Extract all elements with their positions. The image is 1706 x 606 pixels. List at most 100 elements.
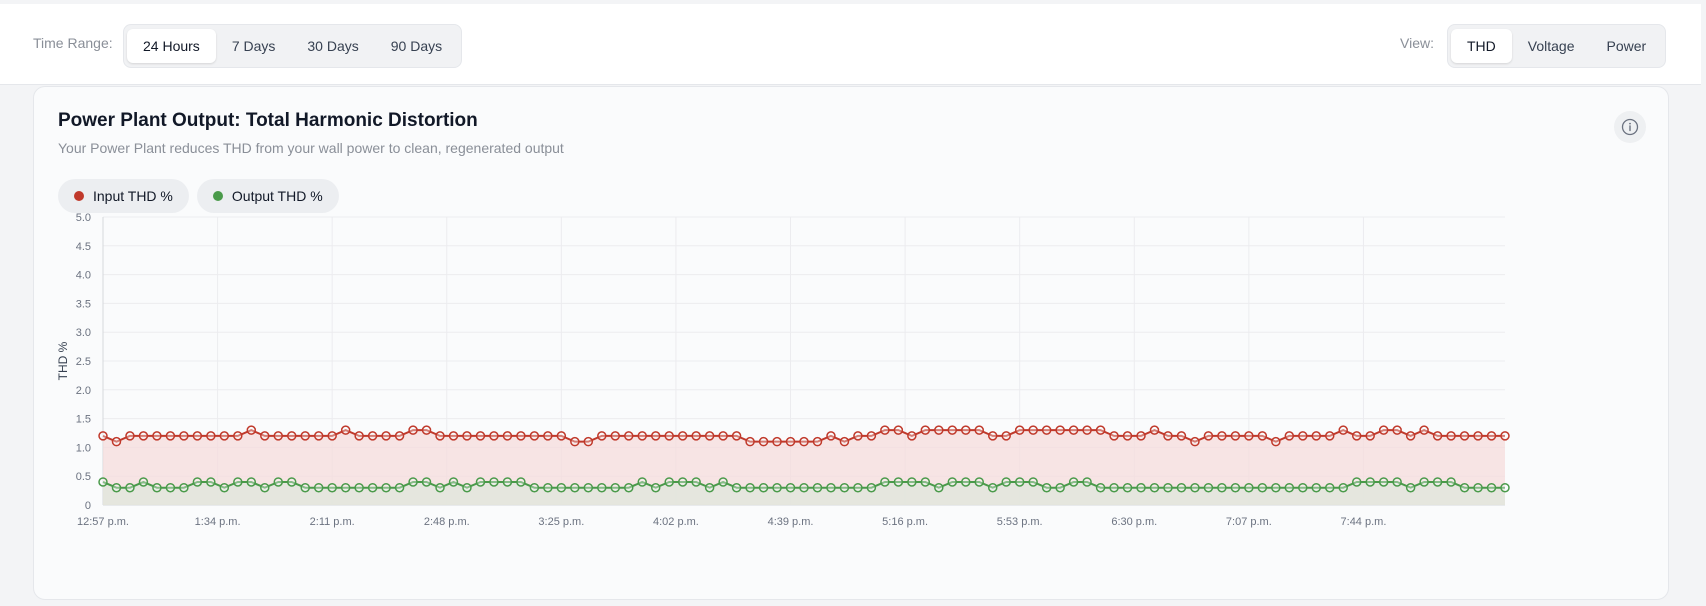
input-thd-line bbox=[102, 429, 1505, 443]
input-thd-point bbox=[354, 431, 364, 441]
y-tick-label: 4.0 bbox=[76, 270, 91, 282]
output-thd-point bbox=[1486, 482, 1497, 493]
output-thd-point bbox=[273, 477, 283, 487]
output-thd-point bbox=[1432, 477, 1443, 487]
input-thd-point bbox=[1473, 431, 1483, 441]
input-thd-point bbox=[448, 431, 459, 441]
thd-line-chart: 0 0.5 1.0 1.5 2.0 2.5 3.0 3.5 4.0 4.5 5.0 12:57 p.m… bbox=[56, 212, 1510, 528]
output-thd-point bbox=[233, 477, 243, 487]
input-thd-point bbox=[934, 425, 944, 435]
y-tick-label: 3.0 bbox=[76, 327, 91, 339]
output-thd-point bbox=[354, 482, 364, 493]
output-thd-point bbox=[1122, 482, 1133, 493]
output-thd-point bbox=[165, 482, 176, 493]
input-thd-point bbox=[1109, 431, 1119, 441]
output-thd-point bbox=[1378, 477, 1389, 487]
output-thd-point bbox=[987, 482, 998, 493]
input-thd-point bbox=[435, 431, 445, 441]
output-thd-point bbox=[907, 477, 917, 487]
x-tick-label: 7:44 p.m. bbox=[1341, 516, 1387, 528]
output-thd-point bbox=[1217, 482, 1227, 493]
legend-item-input-thd[interactable]: Input THD % bbox=[58, 179, 189, 213]
y-axis-label: THD % bbox=[56, 341, 70, 380]
input-thd-point bbox=[219, 431, 230, 441]
output-thd-point bbox=[1459, 482, 1470, 493]
x-tick-label: 7:07 p.m. bbox=[1226, 516, 1272, 528]
time-range-selector: 24 Hours 7 Days 30 Days 90 Days bbox=[123, 24, 463, 68]
x-tick-label: 1:34 p.m. bbox=[195, 516, 241, 528]
output-thd-point bbox=[219, 482, 230, 493]
x-tick-label: 4:39 p.m. bbox=[768, 516, 814, 528]
input-thd-point bbox=[246, 425, 257, 435]
output-thd-point bbox=[340, 482, 351, 493]
input-thd-point bbox=[1486, 431, 1497, 441]
time-range-30-days[interactable]: 30 Days bbox=[307, 38, 359, 54]
y-tick-label: 3.5 bbox=[76, 298, 91, 310]
legend-label-input: Input THD % bbox=[93, 188, 173, 204]
output-thd-point bbox=[1109, 482, 1119, 493]
input-thd-point bbox=[125, 431, 135, 441]
input-thd-point bbox=[313, 431, 324, 441]
view-selector: THD Voltage Power bbox=[1447, 24, 1667, 68]
input-thd-point bbox=[650, 431, 661, 441]
output-thd-point bbox=[1446, 477, 1456, 487]
input-thd-point bbox=[165, 431, 176, 441]
x-tick-label: 6:30 p.m. bbox=[1111, 516, 1157, 528]
output-thd-point bbox=[435, 482, 445, 493]
info-icon bbox=[1621, 118, 1639, 136]
input-thd-point bbox=[839, 436, 850, 447]
input-thd-point bbox=[677, 431, 688, 441]
input-thd-point bbox=[704, 431, 715, 441]
y-tick-label: 5.0 bbox=[76, 212, 91, 224]
input-thd-point bbox=[1136, 431, 1146, 441]
legend-dot-input bbox=[74, 191, 84, 201]
output-thd-point bbox=[624, 482, 634, 493]
output-thd-point bbox=[475, 477, 486, 487]
info-button[interactable] bbox=[1614, 111, 1646, 143]
output-thd-point bbox=[1001, 477, 1011, 487]
output-thd-point bbox=[152, 482, 162, 493]
time-range-7-days[interactable]: 7 Days bbox=[231, 38, 276, 54]
output-thd-point bbox=[1298, 482, 1308, 493]
input-thd-point bbox=[327, 431, 337, 441]
view-thd[interactable]: THD bbox=[1451, 29, 1512, 63]
input-thd-point bbox=[462, 431, 472, 441]
output-thd-point bbox=[893, 477, 904, 487]
time-range-90-days[interactable]: 90 Days bbox=[390, 38, 443, 54]
legend-item-output-thd[interactable]: Output THD % bbox=[196, 179, 339, 213]
output-thd-point bbox=[610, 482, 621, 493]
input-thd-point bbox=[1055, 425, 1065, 435]
input-thd-point bbox=[408, 425, 418, 435]
output-thd-point bbox=[839, 482, 850, 493]
input-thd-point bbox=[812, 436, 823, 447]
output-thd-point bbox=[1163, 482, 1173, 493]
x-tick-label: 5:16 p.m. bbox=[882, 516, 928, 528]
input-thd-point bbox=[1041, 425, 1052, 435]
view-power[interactable]: Power bbox=[1606, 38, 1647, 54]
input-thd-point bbox=[1176, 431, 1187, 441]
filter-bar: Time Range: 24 Hours 7 Days 30 Days 90 D… bbox=[0, 4, 1701, 85]
input-thd-point bbox=[340, 425, 351, 435]
view-voltage[interactable]: Voltage bbox=[1527, 38, 1575, 54]
output-thd-point bbox=[677, 477, 688, 487]
input-thd-point bbox=[1311, 431, 1322, 441]
output-thd-point bbox=[1405, 482, 1416, 493]
output-thd-point bbox=[961, 477, 971, 487]
output-thd-point bbox=[1325, 482, 1335, 493]
time-range-24-hours[interactable]: 24 Hours bbox=[127, 29, 216, 63]
output-thd-point bbox=[286, 477, 297, 487]
output-thd-point bbox=[1041, 482, 1052, 493]
input-thd-point bbox=[893, 425, 904, 435]
output-thd-point bbox=[98, 477, 108, 487]
output-thd-point bbox=[934, 482, 944, 493]
input-thd-point bbox=[516, 431, 526, 441]
input-thd-point bbox=[1203, 431, 1214, 441]
output-thd-point bbox=[327, 482, 337, 493]
input-thd-point bbox=[1217, 431, 1227, 441]
input-thd-point bbox=[489, 431, 499, 441]
output-thd-point bbox=[1500, 482, 1510, 493]
output-thd-point bbox=[381, 482, 391, 493]
output-thd-point bbox=[745, 482, 755, 493]
chart-subtitle: Your Power Plant reduces THD from your w… bbox=[58, 140, 564, 156]
x-tick-label: 2:11 p.m. bbox=[310, 516, 355, 528]
